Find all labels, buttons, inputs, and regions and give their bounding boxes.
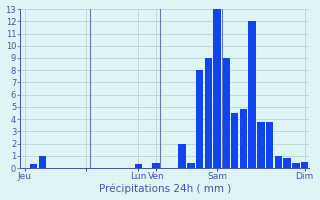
- Bar: [196, 70, 204, 168]
- Bar: [205, 58, 212, 168]
- Bar: [222, 58, 230, 168]
- Bar: [257, 122, 265, 168]
- Bar: [301, 162, 308, 168]
- X-axis label: Précipitations 24h ( mm ): Précipitations 24h ( mm ): [99, 184, 231, 194]
- Bar: [187, 163, 195, 168]
- Bar: [240, 109, 247, 168]
- Bar: [30, 164, 37, 168]
- Bar: [152, 163, 160, 168]
- Bar: [38, 156, 46, 168]
- Bar: [213, 9, 221, 168]
- Bar: [292, 163, 300, 168]
- Bar: [284, 158, 291, 168]
- Bar: [231, 113, 238, 168]
- Bar: [249, 21, 256, 168]
- Bar: [179, 144, 186, 168]
- Bar: [275, 156, 282, 168]
- Bar: [266, 122, 273, 168]
- Bar: [135, 164, 142, 168]
